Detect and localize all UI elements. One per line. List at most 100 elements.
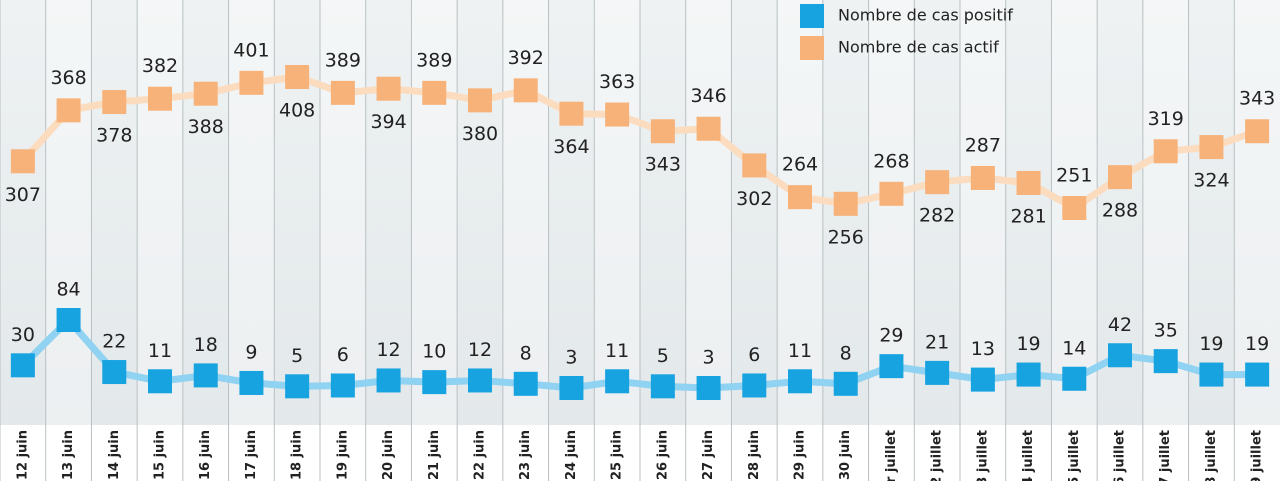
- data-point: [468, 368, 492, 393]
- x-tick-label: 5 juillet: [1067, 430, 1082, 481]
- x-tick-label: 24 juin: [564, 430, 579, 480]
- value-label: 307: [5, 184, 41, 206]
- data-point: [56, 308, 81, 332]
- data-point: [559, 101, 584, 126]
- x-tick-label: 26 juin: [655, 430, 670, 480]
- value-label: 268: [873, 150, 909, 172]
- value-label: 264: [782, 154, 818, 176]
- value-label: 84: [56, 279, 80, 301]
- value-label: 11: [148, 340, 172, 362]
- data-point: [376, 76, 401, 101]
- data-point: [788, 185, 812, 210]
- data-point: [513, 371, 538, 396]
- data-point: [833, 371, 858, 396]
- data-point: [10, 353, 35, 378]
- data-point: [513, 78, 538, 103]
- value-label: 378: [96, 125, 132, 147]
- x-tick-label: 9 juillet: [1250, 430, 1265, 481]
- data-point: [10, 149, 35, 174]
- value-label: 343: [645, 154, 681, 176]
- value-label: 18: [194, 334, 218, 356]
- column-stripe: [868, 0, 915, 425]
- value-label: 3: [703, 347, 715, 369]
- value-label: 11: [605, 340, 629, 362]
- value-label: 29: [879, 325, 903, 347]
- data-point: [330, 80, 355, 105]
- data-point: [650, 119, 675, 144]
- x-tick-label: 18 juin: [290, 430, 305, 480]
- x-tick-label: 17 juin: [244, 430, 259, 480]
- data-point: [1016, 170, 1041, 195]
- value-label: 251: [1056, 165, 1092, 187]
- column-stripe: [960, 0, 1006, 425]
- data-point: [879, 181, 904, 206]
- x-tick-label: 22 juin: [473, 430, 488, 480]
- column-stripe: [45, 0, 92, 425]
- value-label: 282: [919, 205, 955, 227]
- data-point: [193, 363, 218, 388]
- data-point: [970, 367, 995, 392]
- value-label: 6: [748, 344, 760, 366]
- value-label: 5: [291, 345, 303, 367]
- value-label: 401: [233, 39, 269, 61]
- x-tick-label: 8 juillet: [1204, 430, 1219, 481]
- data-point: [1108, 165, 1132, 190]
- x-tick-label: 12 juin: [15, 430, 30, 480]
- x-tick-label: 20 juin: [381, 430, 396, 480]
- x-tick-label: 13 juin: [61, 430, 76, 480]
- data-point: [239, 70, 264, 95]
- data-point: [1245, 362, 1270, 387]
- data-point: [559, 376, 584, 400]
- value-label: 19: [1245, 333, 1269, 355]
- value-label: 42: [1108, 314, 1132, 336]
- data-point: [742, 153, 767, 178]
- value-label: 380: [462, 123, 498, 145]
- value-label: 392: [508, 47, 544, 69]
- value-label: 35: [1154, 320, 1178, 342]
- x-tick-label: 6 juillet: [1113, 430, 1128, 481]
- data-point: [788, 369, 812, 394]
- x-tick-label: 15 juin: [153, 430, 168, 480]
- column-stripe: [502, 0, 549, 425]
- x-tick-label: 3 juillet: [975, 430, 990, 481]
- data-point: [1199, 135, 1224, 160]
- data-point: [422, 80, 447, 105]
- data-point: [468, 88, 492, 113]
- x-tick-label: 16 juin: [198, 430, 213, 480]
- series-line: [20, 314, 1258, 392]
- data-point: [148, 86, 172, 111]
- value-label: 288: [1102, 200, 1138, 222]
- value-label: 21: [925, 331, 949, 353]
- value-label: 394: [370, 111, 406, 133]
- x-tick-label: 7 juillet: [1158, 430, 1173, 481]
- data-point: [1153, 349, 1178, 374]
- data-point: [376, 368, 401, 393]
- x-tick-label: 30 juin: [838, 430, 853, 480]
- value-label: 363: [599, 71, 635, 93]
- value-label: 8: [840, 342, 852, 364]
- data-point: [925, 170, 950, 195]
- x-tick-label: 25 juin: [610, 430, 625, 480]
- column-stripe: [137, 0, 183, 425]
- value-label: 302: [736, 188, 772, 210]
- x-tick-label: 4 juillet: [1021, 430, 1036, 481]
- x-tick-label: 14 juin: [107, 430, 122, 480]
- value-label: 256: [828, 226, 864, 248]
- x-tick-label: 19 juin: [335, 430, 350, 480]
- value-label: 389: [416, 49, 452, 71]
- data-point: [1199, 362, 1224, 387]
- data-point: [148, 369, 172, 394]
- value-label: 9: [245, 341, 257, 363]
- value-label: 13: [971, 338, 995, 360]
- column-stripe: [411, 0, 458, 425]
- value-label: 8: [520, 342, 532, 364]
- column-stripe: [228, 0, 275, 425]
- data-point: [1062, 196, 1087, 220]
- value-label: 3: [565, 347, 577, 369]
- value-label: 22: [102, 331, 126, 353]
- legend-label: Nombre de cas positif: [838, 6, 1013, 25]
- data-point: [605, 369, 630, 394]
- value-label: 408: [279, 100, 315, 122]
- value-label: 11: [788, 340, 812, 362]
